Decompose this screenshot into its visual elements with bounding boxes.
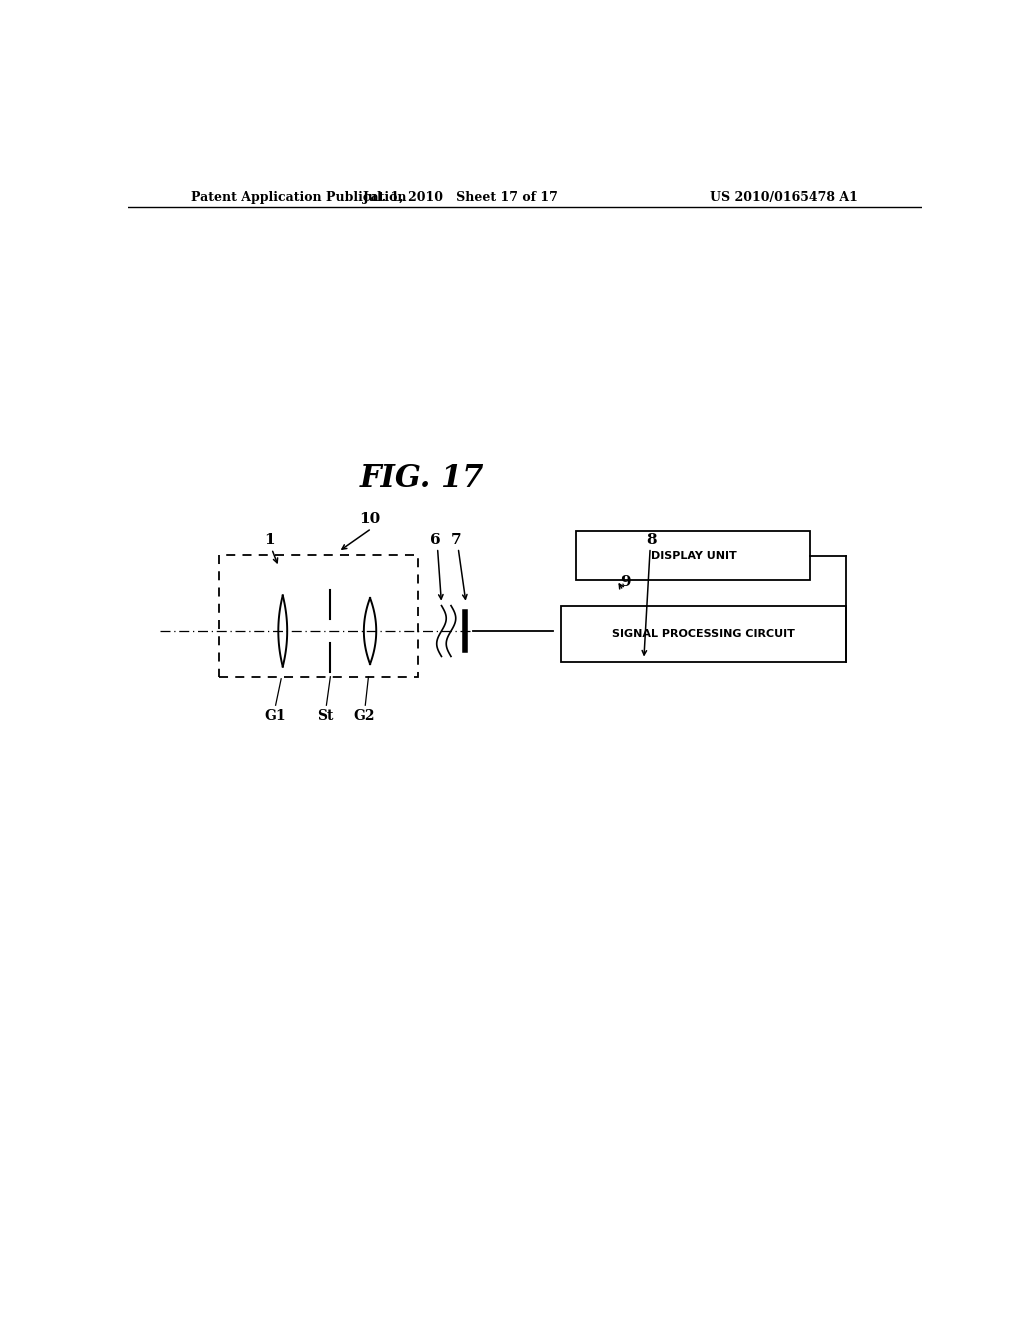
Text: 1: 1 xyxy=(264,533,274,546)
Text: Jul. 1, 2010   Sheet 17 of 17: Jul. 1, 2010 Sheet 17 of 17 xyxy=(364,190,559,203)
Bar xyxy=(219,554,418,677)
Text: 6: 6 xyxy=(430,533,440,546)
Text: DISPLAY UNIT: DISPLAY UNIT xyxy=(650,550,736,561)
Text: 8: 8 xyxy=(646,533,657,546)
Text: 10: 10 xyxy=(359,512,381,527)
Text: 9: 9 xyxy=(621,576,631,589)
Bar xyxy=(560,606,846,661)
Text: Patent Application Publication: Patent Application Publication xyxy=(191,190,407,203)
Text: FIG. 17: FIG. 17 xyxy=(359,463,484,494)
Bar xyxy=(577,532,811,581)
Text: US 2010/0165478 A1: US 2010/0165478 A1 xyxy=(711,190,858,203)
Text: St: St xyxy=(316,709,333,723)
Text: 7: 7 xyxy=(451,533,461,546)
Text: G2: G2 xyxy=(353,709,375,723)
Text: SIGNAL PROCESSING CIRCUIT: SIGNAL PROCESSING CIRCUIT xyxy=(612,628,795,639)
Text: G1: G1 xyxy=(264,709,286,723)
